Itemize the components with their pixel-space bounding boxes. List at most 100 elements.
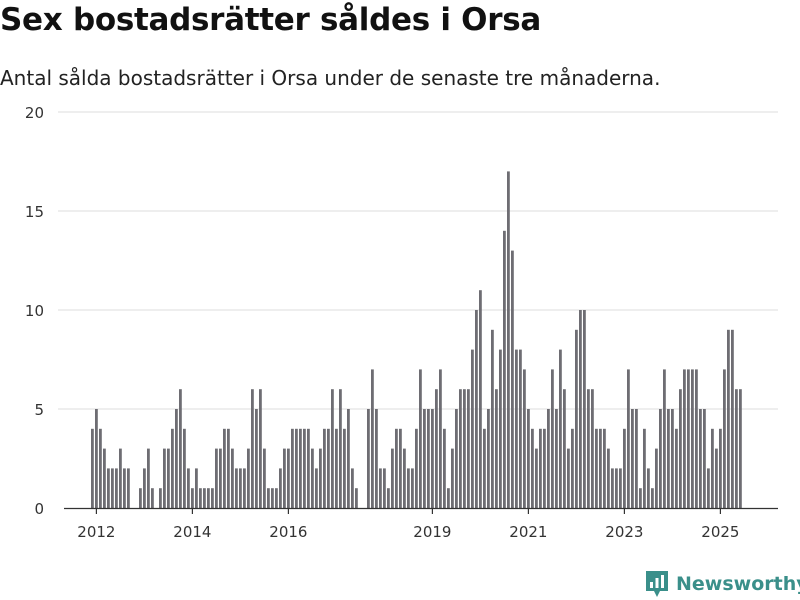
bar [519,349,522,508]
y-tick-label: 15 [25,203,44,221]
bar [535,448,538,508]
bar [499,349,502,508]
bar [411,468,414,508]
bar [615,468,618,508]
bar [699,409,702,508]
bar [663,369,666,508]
bar [463,389,466,508]
bar [187,468,190,508]
bar [563,389,566,508]
bar [479,290,482,508]
bar [611,468,614,508]
bar [507,171,510,508]
bar [279,468,282,508]
x-tick-label: 2021 [509,523,547,541]
bar [191,488,194,508]
bar [335,428,338,508]
newsworthy-logo[interactable]: Newsworthy [644,568,800,600]
bar [683,369,686,508]
bar [591,389,594,508]
bar [251,389,254,508]
bar [175,409,178,508]
bar [707,468,710,508]
chart-subtitle: Antal sålda bostadsrätter i Orsa under d… [0,66,661,90]
bar [667,409,670,508]
bar [511,250,514,508]
bar [243,468,246,508]
bar [703,409,706,508]
bar [347,409,350,508]
bar [255,409,258,508]
bar [311,448,314,508]
bar [739,389,742,508]
bar [495,389,498,508]
bar [631,409,634,508]
bar [531,428,534,508]
bar [551,369,554,508]
x-tick-label: 2025 [701,523,739,541]
bar [423,409,426,508]
bar [487,409,490,508]
bar [195,468,198,508]
bar [539,428,542,508]
bar [379,468,382,508]
bar [671,409,674,508]
newsworthy-logo-icon [646,571,668,597]
bar [451,448,454,508]
bar [299,428,302,508]
bar [283,448,286,508]
bar [403,448,406,508]
grid-layer [58,111,778,410]
bar [679,389,682,508]
bar [555,409,558,508]
bar [319,448,322,508]
bar [647,468,650,508]
bar [127,468,130,508]
bar [271,488,274,508]
bar [483,428,486,508]
bar [267,488,270,508]
bar [635,409,638,508]
bar [447,488,450,508]
bar [123,468,126,508]
bar [303,428,306,508]
bar-value-label: 6 [744,0,754,4]
bar [619,468,622,508]
bar [343,428,346,508]
bar [339,389,342,508]
bar [239,468,242,508]
bar [723,369,726,508]
bar [327,428,330,508]
bar [167,448,170,508]
bar [235,468,238,508]
bar [655,448,658,508]
bar [375,409,378,508]
bar [171,428,174,508]
bar [567,448,570,508]
bar [407,468,410,508]
bar [263,448,266,508]
bar [675,428,678,508]
bar [199,488,202,508]
y-tick-label: 5 [34,401,44,419]
bar [99,428,102,508]
bar [399,428,402,508]
bar [719,428,722,508]
bar [111,468,114,508]
bar [331,389,334,508]
bar [203,488,206,508]
bar [583,310,586,508]
bar [627,369,630,508]
bar [695,369,698,508]
bar-chart: 0 5 10 15 20 2012 2014 2016 2019 2021 2023 2025 6 [25,0,778,541]
bar [455,409,458,508]
bar [415,428,418,508]
x-tick-label: 2014 [173,523,211,541]
bar [459,389,462,508]
bar [391,448,394,508]
bar [307,428,310,508]
bar [287,448,290,508]
bar [247,448,250,508]
x-tick-label: 2019 [413,523,451,541]
chart-title: Sex bostadsrätter såldes i Orsa [0,2,541,38]
